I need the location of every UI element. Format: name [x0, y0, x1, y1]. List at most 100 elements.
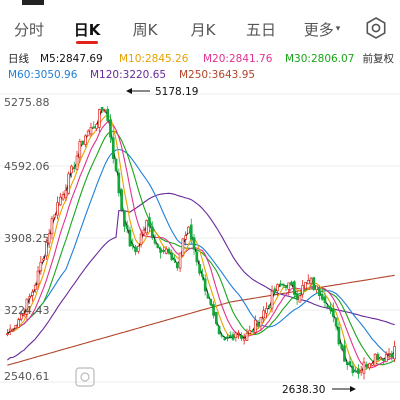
y-tick-label: 2540.61	[4, 370, 50, 383]
ma60-line	[7, 148, 395, 360]
candle-body	[89, 126, 93, 135]
candle-body	[354, 370, 357, 373]
candle-body	[39, 261, 43, 272]
y-tick-label: 5275.88	[4, 96, 50, 109]
candle-body	[323, 296, 327, 303]
candle-body	[198, 264, 201, 274]
candle-body	[231, 334, 235, 340]
candle-body	[58, 196, 62, 206]
candle-body	[384, 354, 388, 363]
candle-body	[50, 218, 54, 235]
candle-body	[279, 283, 282, 286]
tab-more[interactable]: 更多 ▾	[290, 10, 354, 48]
candle-body	[120, 189, 123, 211]
candle-body	[81, 140, 84, 145]
candle-body	[348, 361, 352, 366]
status-text-fragment	[22, 0, 44, 5]
y-tick-label: 3224.43	[4, 304, 50, 317]
candle-body	[234, 332, 238, 338]
candle-body	[304, 282, 307, 289]
candle-body	[95, 124, 98, 129]
candle-body	[329, 306, 332, 311]
low-annotation: 2638.30	[282, 384, 356, 396]
caret-down-icon: ▾	[335, 24, 341, 34]
candle-body	[45, 242, 48, 257]
candle-body	[28, 296, 32, 299]
candle-body	[6, 333, 9, 336]
gear-icon[interactable]	[364, 16, 388, 40]
candle-body	[331, 308, 335, 317]
candle-body	[276, 284, 279, 292]
legend-ma10: M10:2845.26	[119, 53, 189, 65]
ma10-line	[7, 114, 395, 372]
legend-period: 日线	[8, 53, 29, 65]
candle-body	[295, 293, 299, 300]
candle-body	[337, 327, 341, 345]
tab-weekly-k[interactable]: 周K	[116, 10, 174, 48]
candle-body	[315, 285, 318, 291]
candle-body	[326, 305, 330, 308]
candle-body	[195, 251, 199, 263]
candle-body	[153, 239, 157, 244]
candle-body	[72, 167, 76, 169]
candle-body	[309, 277, 313, 284]
candlestick-chart[interactable]: 5275.88 4592.06 3908.25 3224.43 2540.61 5178…	[0, 86, 400, 400]
candle-body	[11, 329, 15, 332]
tab-five-day[interactable]: 五日	[232, 10, 290, 48]
candle-body	[365, 364, 369, 368]
candle-body	[240, 335, 243, 339]
candle-body	[134, 246, 137, 253]
candle-body	[362, 361, 366, 374]
tab-daily-k[interactable]: 日K	[58, 10, 116, 48]
gear-icon-graphic	[366, 17, 386, 39]
legend-ma120: M120:3220.65	[90, 69, 167, 81]
candle-body	[290, 281, 293, 285]
tab-label: 周K	[132, 20, 158, 39]
candle-body	[164, 248, 168, 254]
y-tick-label: 3908.25	[4, 232, 50, 245]
candle-body	[270, 290, 274, 309]
ma250-line	[7, 274, 395, 366]
candle-body	[201, 274, 204, 277]
candle-body	[17, 319, 20, 328]
adjust-mode-button[interactable]: 前复权	[362, 53, 395, 65]
candle-body	[228, 335, 232, 337]
candle-body	[209, 298, 213, 305]
candle-body	[265, 308, 268, 314]
tab-monthly-k[interactable]: 月K	[174, 10, 232, 48]
candle-body	[320, 294, 324, 300]
candle-body	[189, 224, 193, 240]
high-arrowhead-icon	[126, 88, 132, 94]
candle-body	[86, 130, 90, 137]
candle-body	[53, 214, 57, 218]
candle-body	[248, 330, 252, 334]
candle-body	[84, 135, 87, 145]
candle-body	[170, 252, 174, 260]
ma20-line	[7, 121, 395, 369]
tab-intraday[interactable]: 分时	[0, 10, 58, 48]
candle-body	[42, 258, 45, 261]
candle-body	[150, 226, 154, 238]
candle-body	[267, 305, 271, 308]
candle-body	[25, 298, 29, 315]
candle-body	[345, 362, 349, 365]
candle-body	[106, 108, 110, 121]
candle-body	[340, 344, 344, 349]
candle-body	[131, 244, 135, 247]
candle-body	[351, 365, 355, 374]
candle-body	[312, 277, 316, 290]
candle-body	[100, 106, 104, 110]
candle-body	[92, 126, 96, 129]
candle-body	[251, 330, 254, 333]
candle-body	[103, 110, 107, 113]
candle-body	[56, 202, 59, 216]
candle-body	[61, 194, 65, 200]
candle-body	[259, 317, 263, 327]
candle-body	[253, 319, 257, 333]
candle-body	[214, 312, 218, 324]
period-tab-bar: 分时 日K 周K 月K 五日 更多 ▾	[0, 10, 400, 48]
candle-body	[128, 229, 132, 247]
ma-legend: 日线 M5:2847.69 M10:2845.26 M20:2841.76 M3…	[8, 51, 396, 83]
candle-body	[187, 226, 190, 234]
candle-body	[379, 356, 383, 360]
